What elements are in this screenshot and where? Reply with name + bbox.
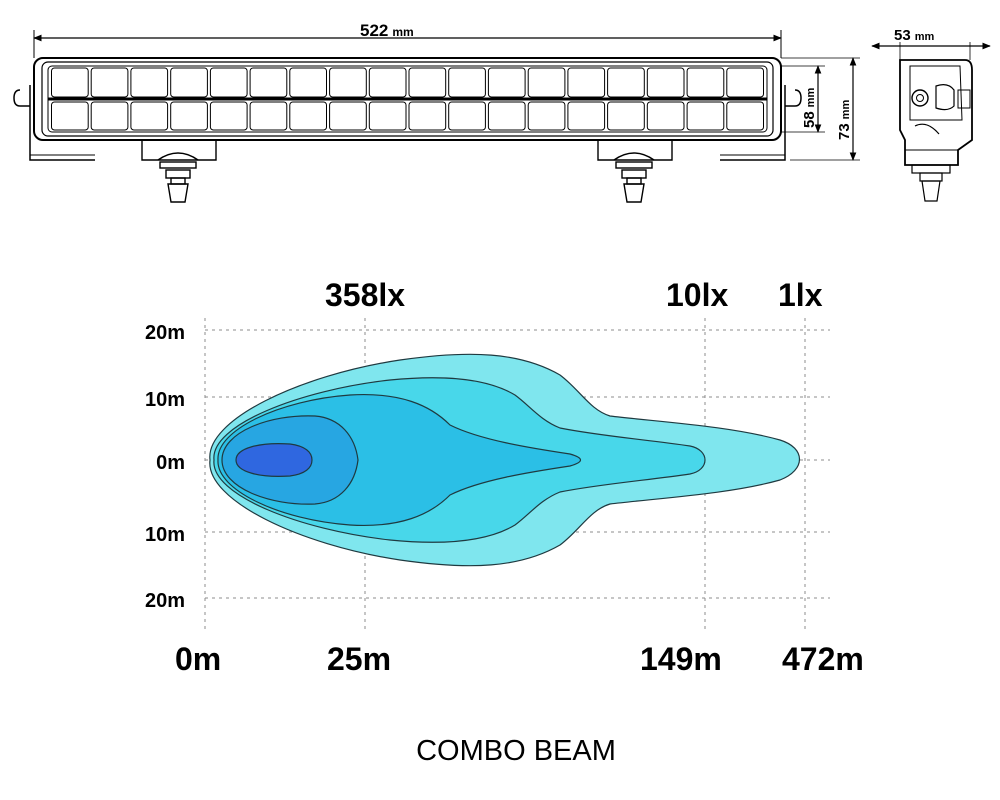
led-cell [289, 67, 327, 98]
led-cell [527, 67, 566, 98]
lux-label-1: 1lx [778, 277, 823, 313]
beam-pattern-chart: 358lx 10lx 1lx 20m 10m 0m 10m 20m 0m 25m… [145, 277, 864, 677]
led-cell [408, 67, 447, 98]
led-cell [90, 67, 129, 98]
distance-label-472: 472m [782, 641, 864, 677]
led-cell [448, 101, 486, 131]
led-cell [726, 67, 764, 98]
led-cell [249, 67, 288, 98]
led-cell [646, 67, 685, 98]
led-cell [607, 101, 645, 131]
led-cell [209, 67, 248, 98]
width-label-20-left: 20m [145, 322, 185, 344]
led-cell [170, 101, 208, 131]
lux-label-358: 358lx [325, 277, 405, 313]
led-cell [646, 101, 685, 131]
total-height-dimension-label: 73mm [836, 100, 853, 140]
depth-dimension-label: 53 mm [894, 27, 934, 44]
led-cell [90, 101, 129, 131]
mounting-foot-left [141, 140, 217, 203]
width-label-center: 0m [156, 452, 185, 474]
led-cell [329, 101, 367, 131]
led-cell [368, 67, 407, 98]
lens-height-dimension-label: 58mm [801, 88, 818, 128]
led-cell [170, 67, 208, 98]
led-cell [209, 101, 248, 131]
led-cell [487, 101, 526, 131]
led-cell [51, 101, 89, 131]
led-cell [408, 101, 447, 131]
led-cell [130, 67, 169, 98]
led-cell [726, 101, 764, 131]
light-bar-front-view [13, 30, 860, 203]
led-cell [567, 67, 606, 98]
length-dimension-label: 522 mm [360, 21, 414, 40]
led-cell [329, 67, 367, 98]
led-cell [249, 101, 288, 131]
led-cell [368, 101, 407, 131]
led-cell [51, 67, 89, 98]
led-cell [686, 101, 725, 131]
led-cell [289, 101, 327, 131]
led-cell [487, 67, 526, 98]
distance-label-25: 25m [327, 641, 391, 677]
lux-label-10: 10lx [666, 277, 728, 313]
distance-label-149: 149m [640, 641, 722, 677]
beam-title: COMBO BEAM [416, 735, 616, 767]
light-bar-side-view [871, 42, 991, 202]
width-label-10-left: 10m [145, 389, 185, 411]
beam-hotspot [235, 443, 313, 477]
led-cell [448, 67, 486, 98]
led-cell [686, 67, 725, 98]
distance-label-0: 0m [175, 641, 221, 677]
led-cell [527, 101, 566, 131]
led-cell [130, 101, 169, 131]
width-label-20-right: 20m [145, 590, 185, 612]
width-label-10-right: 10m [145, 524, 185, 546]
led-cell [607, 67, 645, 98]
led-cell [567, 101, 606, 131]
mounting-foot-right [597, 140, 673, 203]
